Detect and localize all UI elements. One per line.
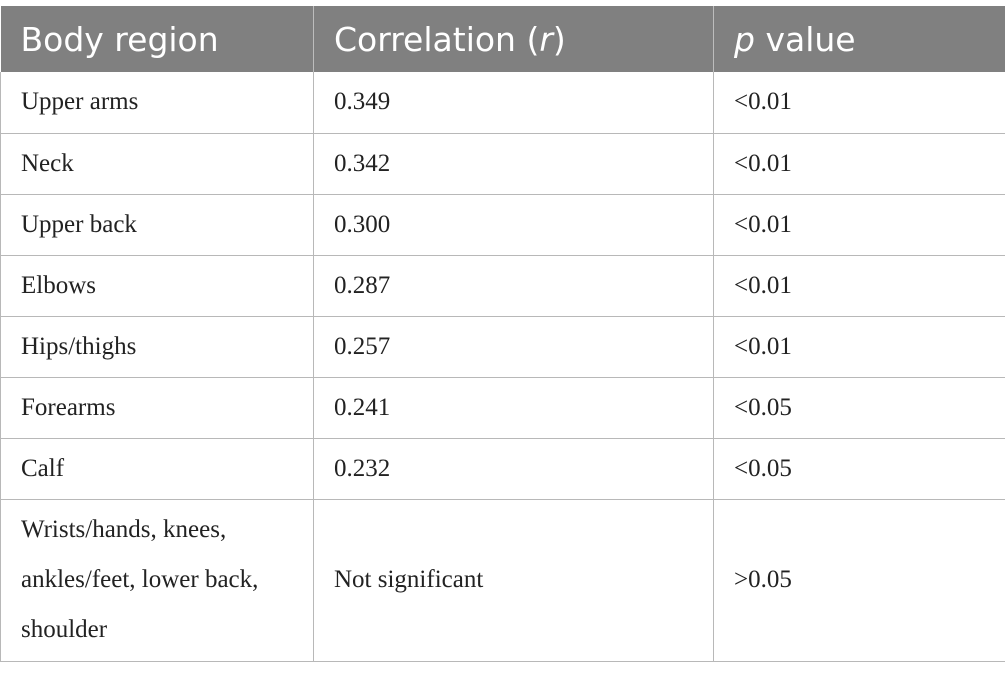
cell-region: Hips/thighs [0,316,314,378]
header-p-value: p value [713,6,1005,72]
cell-p-value: <0.01 [713,72,1005,134]
cell-region: Upper arms [0,72,314,134]
cell-correlation: 0.287 [313,255,714,317]
correlation-table-container: Body region Correlation (r) p value Uppe… [0,6,1005,662]
cell-p-value: >0.05 [713,499,1005,662]
cell-region: Neck [0,133,314,195]
table-row: Upper back 0.300 <0.01 [0,194,1005,256]
table-row: Wrists/hands, knees, ankles/feet, lower … [0,499,1005,662]
table-row: Upper arms 0.349 <0.01 [0,72,1005,134]
header-row: Body region Correlation (r) p value [0,6,1005,72]
cell-p-value: <0.01 [713,255,1005,317]
header-body-region: Body region [0,6,314,72]
cell-region: Forearms [0,377,314,439]
cell-correlation: 0.241 [313,377,714,439]
cell-p-value: <0.05 [713,377,1005,439]
cell-p-value: <0.05 [713,438,1005,500]
cell-region: Wrists/hands, knees, ankles/feet, lower … [0,499,314,662]
header-correlation: Correlation (r) [313,6,714,72]
cell-region: Elbows [0,255,314,317]
table-row: Forearms 0.241 <0.05 [0,377,1005,439]
cell-correlation: 0.300 [313,194,714,256]
cell-p-value: <0.01 [713,194,1005,256]
cell-correlation: 0.349 [313,72,714,134]
correlation-table: Body region Correlation (r) p value Uppe… [0,6,1005,662]
cell-region: Upper back [0,194,314,256]
cell-correlation: 0.257 [313,316,714,378]
cell-correlation: 0.232 [313,438,714,500]
table-row: Calf 0.232 <0.05 [0,438,1005,500]
cell-correlation: Not significant [313,499,714,662]
table-row: Neck 0.342 <0.01 [0,133,1005,195]
cell-correlation: 0.342 [313,133,714,195]
cell-p-value: <0.01 [713,316,1005,378]
table-row: Elbows 0.287 <0.01 [0,255,1005,317]
cell-p-value: <0.01 [713,133,1005,195]
cell-region: Calf [0,438,314,500]
table-row: Hips/thighs 0.257 <0.01 [0,316,1005,378]
